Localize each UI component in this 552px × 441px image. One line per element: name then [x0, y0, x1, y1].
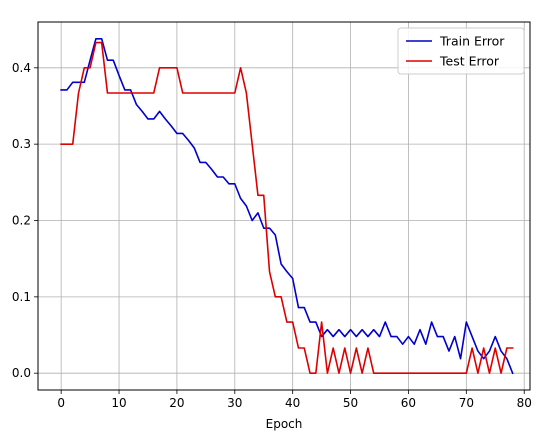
y-tick-label: 0.2 [12, 214, 31, 228]
y-tick-label: 0.0 [12, 366, 31, 380]
y-tick-label: 0.1 [12, 290, 31, 304]
x-tick-label: 70 [459, 396, 474, 410]
x-tick-label: 40 [285, 396, 300, 410]
x-tick-label: 20 [169, 396, 184, 410]
grid-lines [38, 22, 530, 390]
x-tick-label: 30 [227, 396, 242, 410]
x-axis-label: Epoch [266, 417, 303, 431]
y-tick-label: 0.4 [12, 61, 31, 75]
series-lines [60, 37, 514, 375]
x-tick-label: 0 [57, 396, 65, 410]
x-tick-label: 50 [343, 396, 358, 410]
x-tick-label: 10 [111, 396, 126, 410]
legend-label: Train Error [439, 34, 505, 49]
x-axis-ticks: 0 10 20 30 40 50 60 70 80 [57, 390, 532, 410]
x-tick-label: 60 [401, 396, 416, 410]
y-axis-ticks: 0.0 0.1 0.2 0.3 0.4 [12, 61, 38, 380]
x-tick-label: 80 [517, 396, 532, 410]
y-tick-label: 0.3 [12, 137, 31, 151]
legend-label: Test Error [439, 54, 500, 69]
series-line-test-error [60, 41, 514, 375]
series-line-train-error [60, 37, 514, 375]
legend: Train Error Test Error [397, 27, 525, 75]
legend-box [397, 27, 525, 75]
plot-frame [37, 21, 531, 391]
